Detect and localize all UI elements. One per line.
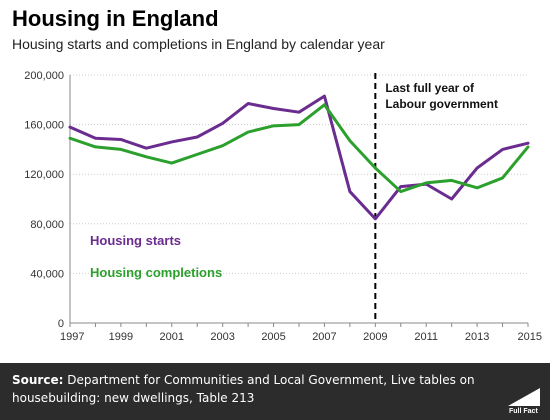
- x-tick-label: 2009: [363, 331, 387, 343]
- series-lines: [68, 94, 530, 221]
- x-tick-label: 2015: [518, 331, 542, 343]
- x-tick-label: 1999: [109, 331, 133, 343]
- x-tick-label: 1997: [60, 331, 84, 343]
- annotation-label-line1: Last full year of: [385, 81, 475, 95]
- footer: Source: Department for Communities and L…: [0, 363, 550, 420]
- y-tick-label: 0: [58, 318, 64, 330]
- x-tick-label: 2001: [160, 331, 184, 343]
- source-note: Source: Department for Communities and L…: [12, 371, 482, 407]
- y-tick-label: 120,000: [24, 169, 64, 181]
- legend: Housing starts Housing completions: [90, 233, 222, 280]
- x-tick-label: 2007: [312, 331, 336, 343]
- x-tick-label: 2003: [210, 331, 234, 343]
- annotation: Last full year of Labour government: [374, 73, 498, 323]
- chart-title: Housing in England: [12, 6, 219, 31]
- x-axis-ticks: 1997 1999 2001 2003 2005 2007 2009 2011 2013 2015: [60, 323, 542, 343]
- annotation-label-line2: Labour government: [385, 97, 498, 111]
- y-tick-label: 80,000: [30, 219, 64, 231]
- chart-subtitle: Housing starts and completions in Englan…: [12, 36, 385, 52]
- y-tick-label: 200,000: [24, 70, 64, 82]
- x-tick-label: 2013: [465, 331, 489, 343]
- source-text: Department for Communities and Local Gov…: [12, 373, 475, 405]
- y-tick-label: 160,000: [24, 120, 64, 132]
- y-tick-label: 40,000: [30, 268, 64, 280]
- x-tick-label: 2011: [414, 331, 438, 343]
- series-line-housing-starts: [68, 94, 530, 221]
- legend-housing-starts: Housing starts: [90, 233, 181, 248]
- x-tick-label: 2005: [261, 331, 285, 343]
- svg-text:Full Fact: Full Fact: [509, 408, 538, 414]
- source-label: Source:: [12, 373, 64, 387]
- series-line-housing-completions: [68, 103, 530, 194]
- full-fact-logo-icon: Full Fact: [508, 388, 540, 414]
- legend-housing-completions: Housing completions: [90, 265, 222, 280]
- y-axis-ticks: 0 40,000 80,000 120,000 160,000 200,000: [24, 70, 64, 330]
